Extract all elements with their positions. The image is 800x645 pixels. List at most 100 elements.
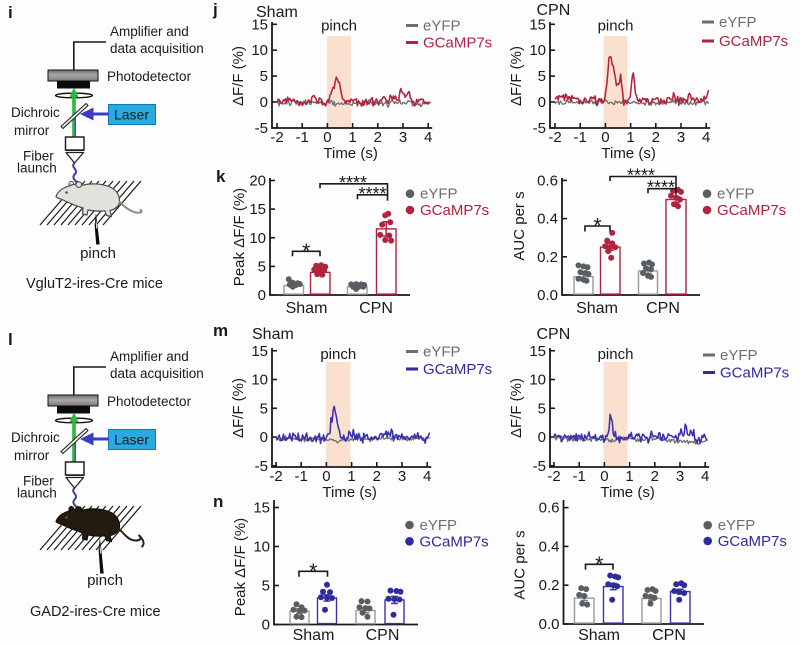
svg-text:GCaMP7s: GCaMP7s <box>717 202 786 219</box>
svg-text:l: l <box>8 330 13 349</box>
svg-text:0: 0 <box>260 429 268 446</box>
svg-text:ΔF/F (%): ΔF/F (%) <box>508 46 525 106</box>
svg-text:3: 3 <box>677 129 685 146</box>
svg-text:Laser: Laser <box>114 107 149 123</box>
svg-text:*: * <box>309 560 317 583</box>
svg-text:0.4: 0.4 <box>537 211 558 228</box>
svg-text:0.0: 0.0 <box>537 287 558 304</box>
svg-text:-2: -2 <box>269 468 282 485</box>
svg-text:pinch: pinch <box>80 245 116 262</box>
svg-text:Sham: Sham <box>256 4 298 21</box>
svg-text:eYFP: eYFP <box>423 344 461 361</box>
svg-text:AUC per s: AUC per s <box>511 191 528 260</box>
svg-text:4: 4 <box>423 468 431 485</box>
svg-text:Sham: Sham <box>578 627 620 644</box>
svg-text:ΔF/F (%): ΔF/F (%) <box>230 46 247 106</box>
svg-text:Sham: Sham <box>286 300 328 317</box>
svg-text:10: 10 <box>253 539 270 556</box>
svg-text:-1: -1 <box>295 468 308 485</box>
svg-text:0: 0 <box>322 468 330 485</box>
svg-text:15: 15 <box>249 201 266 218</box>
svg-text:n: n <box>213 492 223 511</box>
svg-text:-1: -1 <box>296 129 309 146</box>
svg-text:10: 10 <box>251 42 268 59</box>
svg-text:Photodetector: Photodetector <box>107 394 192 409</box>
svg-text:0: 0 <box>258 287 266 304</box>
svg-text:Dichroic: Dichroic <box>11 430 60 445</box>
svg-text:-2: -2 <box>548 129 561 146</box>
svg-text:GCaMP7s: GCaMP7s <box>423 35 492 52</box>
svg-text:CPN: CPN <box>359 300 393 317</box>
svg-text:pinch: pinch <box>320 346 356 363</box>
svg-text:2: 2 <box>373 468 381 485</box>
svg-text:20: 20 <box>249 173 266 190</box>
svg-text:2: 2 <box>374 129 382 146</box>
svg-text:launch: launch <box>17 161 57 176</box>
svg-text:0.2: 0.2 <box>537 249 558 266</box>
svg-text:-1: -1 <box>574 129 587 146</box>
svg-text:eYFP: eYFP <box>718 517 756 534</box>
svg-text:eYFP: eYFP <box>423 18 461 35</box>
svg-text:AUC per s: AUC per s <box>512 530 529 599</box>
svg-text:15: 15 <box>251 16 268 33</box>
svg-text:0: 0 <box>538 94 546 111</box>
svg-text:2: 2 <box>651 468 659 485</box>
svg-text:CPN: CPN <box>652 627 686 644</box>
svg-text:0: 0 <box>323 129 331 146</box>
svg-text:Peak ΔF/F (%): Peak ΔF/F (%) <box>231 188 248 286</box>
svg-text:-2: -2 <box>547 468 560 485</box>
svg-text:pinch: pinch <box>321 18 357 35</box>
svg-text:5: 5 <box>262 578 270 595</box>
svg-text:****: **** <box>627 166 655 186</box>
svg-text:ΔF/F (%): ΔF/F (%) <box>230 378 247 438</box>
svg-text:15: 15 <box>251 343 268 360</box>
svg-text:k: k <box>216 167 226 186</box>
svg-text:1: 1 <box>348 129 356 146</box>
svg-text:CPN: CPN <box>646 300 680 317</box>
svg-text:****: **** <box>339 173 367 193</box>
svg-text:*: * <box>302 240 310 263</box>
svg-text:pinch: pinch <box>87 572 123 589</box>
svg-text:****: **** <box>647 178 675 198</box>
svg-text:GCaMP7s: GCaMP7s <box>420 202 489 219</box>
svg-text:eYFP: eYFP <box>719 14 757 31</box>
svg-text:1: 1 <box>625 468 633 485</box>
svg-text:0.4: 0.4 <box>539 538 560 555</box>
svg-text:*: * <box>593 215 601 238</box>
svg-text:2: 2 <box>652 129 660 146</box>
svg-text:15: 15 <box>529 16 546 33</box>
svg-text:0: 0 <box>600 468 608 485</box>
svg-text:data acquisition: data acquisition <box>110 366 204 381</box>
svg-text:CPN: CPN <box>537 2 571 19</box>
svg-text:4: 4 <box>702 129 710 146</box>
svg-text:5: 5 <box>260 68 268 85</box>
svg-text:5: 5 <box>538 400 546 417</box>
svg-text:Fiber: Fiber <box>23 474 54 489</box>
svg-text:1: 1 <box>347 468 355 485</box>
svg-text:Time (s): Time (s) <box>600 484 654 501</box>
svg-text:CPN: CPN <box>537 326 571 343</box>
svg-text:data acquisition: data acquisition <box>110 41 204 56</box>
svg-text:GAD2-ires-Cre mice: GAD2-ires-Cre mice <box>30 604 161 620</box>
svg-text:Sham: Sham <box>293 627 335 644</box>
svg-text:eYFP: eYFP <box>420 517 458 534</box>
svg-text:10: 10 <box>529 372 546 389</box>
svg-text:10: 10 <box>249 230 266 247</box>
svg-text:5: 5 <box>260 400 268 417</box>
svg-text:0.6: 0.6 <box>537 172 558 189</box>
svg-text:3: 3 <box>676 468 684 485</box>
svg-text:Laser: Laser <box>114 432 149 448</box>
svg-text:mirror: mirror <box>14 448 50 463</box>
svg-text:i: i <box>8 3 13 22</box>
svg-text:Time (s): Time (s) <box>322 484 376 501</box>
svg-text:0: 0 <box>538 429 546 446</box>
svg-text:GCaMP7s: GCaMP7s <box>720 365 789 382</box>
svg-text:GCaMP7s: GCaMP7s <box>420 533 489 550</box>
svg-text:10: 10 <box>251 372 268 389</box>
svg-text:-5: -5 <box>255 120 268 137</box>
svg-text:GCaMP7s: GCaMP7s <box>423 361 492 378</box>
svg-text:-5: -5 <box>255 458 268 475</box>
svg-text:0.0: 0.0 <box>539 616 560 633</box>
svg-text:0: 0 <box>601 129 609 146</box>
svg-text:5: 5 <box>258 258 266 275</box>
